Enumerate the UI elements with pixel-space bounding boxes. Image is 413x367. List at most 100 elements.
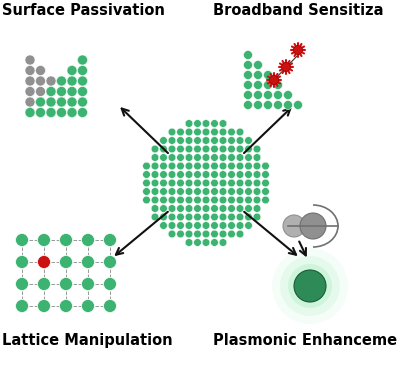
Circle shape [36, 97, 45, 107]
Circle shape [25, 97, 35, 107]
Circle shape [177, 188, 184, 195]
Circle shape [25, 55, 35, 65]
Circle shape [168, 171, 176, 178]
Circle shape [160, 171, 167, 178]
Circle shape [25, 108, 35, 117]
Circle shape [211, 222, 218, 229]
Circle shape [151, 171, 159, 178]
Circle shape [236, 162, 244, 170]
Circle shape [25, 76, 35, 86]
Circle shape [168, 145, 176, 153]
Circle shape [194, 179, 201, 187]
Circle shape [46, 87, 56, 97]
Circle shape [46, 97, 56, 107]
Circle shape [168, 137, 176, 144]
Circle shape [273, 80, 282, 90]
Circle shape [272, 248, 348, 324]
Circle shape [194, 205, 201, 212]
Circle shape [104, 277, 116, 291]
Circle shape [25, 65, 35, 76]
Circle shape [228, 179, 235, 187]
Circle shape [253, 171, 261, 178]
Circle shape [168, 196, 176, 204]
Circle shape [294, 270, 326, 302]
Circle shape [67, 87, 77, 97]
Circle shape [57, 87, 66, 97]
Circle shape [160, 154, 167, 161]
Circle shape [202, 162, 210, 170]
Circle shape [194, 145, 201, 153]
Circle shape [263, 101, 273, 109]
Circle shape [78, 87, 88, 97]
Circle shape [194, 222, 201, 229]
Circle shape [194, 196, 201, 204]
Circle shape [228, 213, 235, 221]
Circle shape [185, 154, 193, 161]
Circle shape [59, 277, 73, 291]
Circle shape [185, 205, 193, 212]
Circle shape [228, 137, 235, 144]
Circle shape [228, 196, 235, 204]
Circle shape [263, 91, 273, 99]
Circle shape [219, 154, 227, 161]
Circle shape [16, 299, 28, 312]
Circle shape [177, 145, 184, 153]
Circle shape [38, 255, 50, 269]
Circle shape [177, 213, 184, 221]
Circle shape [57, 76, 66, 86]
Circle shape [253, 188, 261, 195]
Circle shape [16, 233, 28, 247]
Circle shape [36, 97, 45, 107]
Circle shape [228, 205, 235, 212]
Circle shape [254, 91, 263, 99]
Circle shape [57, 97, 66, 107]
Circle shape [294, 46, 302, 55]
Circle shape [185, 137, 193, 144]
Circle shape [244, 205, 252, 212]
Circle shape [57, 108, 66, 117]
Circle shape [202, 239, 210, 246]
Circle shape [219, 205, 227, 212]
Circle shape [219, 128, 227, 136]
Circle shape [236, 213, 244, 221]
Circle shape [202, 213, 210, 221]
Circle shape [194, 213, 201, 221]
Circle shape [67, 108, 77, 117]
Circle shape [244, 145, 252, 153]
Circle shape [78, 55, 88, 65]
Circle shape [57, 76, 66, 86]
Circle shape [67, 108, 77, 117]
Circle shape [202, 196, 210, 204]
Circle shape [244, 101, 252, 109]
Circle shape [78, 76, 88, 86]
Circle shape [219, 162, 227, 170]
Circle shape [177, 222, 184, 229]
Circle shape [59, 299, 73, 312]
Circle shape [185, 162, 193, 170]
Circle shape [46, 76, 56, 86]
Circle shape [228, 222, 235, 229]
Circle shape [273, 91, 282, 99]
Circle shape [202, 188, 210, 195]
Circle shape [177, 137, 184, 144]
Circle shape [262, 196, 269, 204]
Circle shape [185, 171, 193, 178]
Circle shape [282, 62, 290, 72]
Circle shape [194, 120, 201, 127]
Circle shape [36, 108, 45, 117]
Circle shape [67, 97, 77, 107]
Circle shape [143, 179, 150, 187]
Circle shape [67, 65, 77, 76]
Circle shape [36, 108, 45, 117]
Circle shape [143, 188, 150, 195]
Circle shape [78, 65, 88, 76]
Circle shape [211, 213, 218, 221]
Circle shape [262, 171, 269, 178]
Circle shape [244, 196, 252, 204]
Circle shape [104, 233, 116, 247]
Circle shape [185, 128, 193, 136]
Circle shape [194, 128, 201, 136]
Circle shape [270, 76, 278, 84]
Circle shape [244, 51, 252, 59]
Circle shape [219, 120, 227, 127]
